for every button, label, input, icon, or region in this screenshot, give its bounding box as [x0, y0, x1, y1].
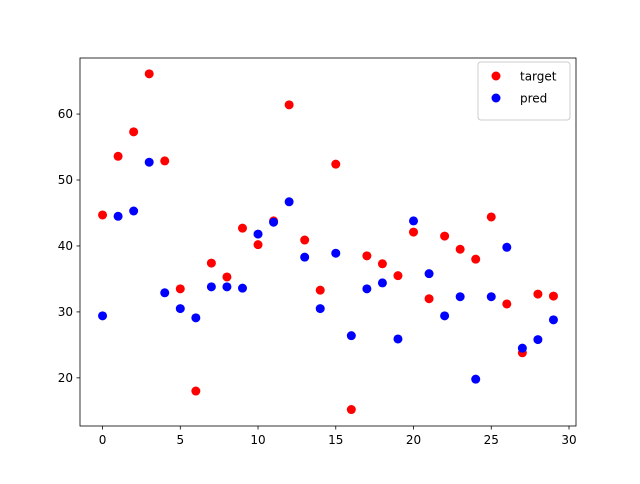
point — [253, 240, 263, 250]
point — [471, 254, 481, 264]
point — [533, 335, 543, 345]
x-tick-label: 30 — [561, 433, 576, 447]
x-tick-label: 20 — [406, 433, 421, 447]
x-tick-label: 0 — [99, 433, 107, 447]
point — [253, 229, 263, 239]
point — [486, 212, 496, 222]
point — [129, 206, 139, 216]
point — [455, 292, 465, 302]
point — [455, 244, 465, 254]
point — [440, 311, 450, 321]
point — [533, 289, 543, 299]
point — [129, 127, 139, 137]
point — [206, 282, 216, 292]
point — [377, 278, 387, 288]
point — [440, 231, 450, 241]
point — [315, 285, 325, 295]
point — [98, 311, 108, 321]
x-tick-label: 15 — [328, 433, 343, 447]
legend-marker — [491, 93, 501, 103]
point — [144, 69, 154, 79]
point — [284, 100, 294, 110]
point — [393, 334, 403, 344]
legend-label: pred — [520, 92, 547, 106]
point — [393, 271, 403, 281]
point — [409, 216, 419, 226]
point — [222, 272, 232, 282]
point — [175, 304, 185, 314]
point — [144, 157, 154, 167]
point — [346, 331, 356, 341]
point — [300, 235, 310, 245]
point — [362, 284, 372, 294]
point — [424, 294, 434, 304]
y-tick-label: 40 — [58, 239, 73, 253]
point — [300, 252, 310, 262]
point — [502, 299, 512, 309]
point — [98, 210, 108, 220]
point — [237, 223, 247, 233]
y-tick-label: 60 — [58, 107, 73, 121]
point — [237, 283, 247, 293]
point — [175, 284, 185, 294]
point — [362, 251, 372, 261]
point — [269, 217, 279, 227]
point — [315, 304, 325, 314]
point — [424, 269, 434, 279]
point — [517, 343, 527, 353]
point — [346, 405, 356, 415]
point — [222, 282, 232, 292]
plot-frame — [79, 57, 577, 427]
point — [409, 227, 419, 237]
point — [548, 291, 558, 301]
point — [331, 159, 341, 169]
legend-marker — [491, 71, 501, 81]
point — [502, 242, 512, 252]
point — [377, 259, 387, 269]
point — [113, 211, 123, 221]
x-tick-label: 25 — [484, 433, 499, 447]
y-tick-label: 50 — [58, 173, 73, 187]
x-tick-label: 10 — [250, 433, 265, 447]
point — [160, 288, 170, 298]
y-tick-label: 20 — [58, 371, 73, 385]
x-tick-label: 5 — [176, 433, 184, 447]
point — [471, 374, 481, 384]
point — [113, 151, 123, 161]
point — [486, 292, 496, 302]
point — [206, 258, 216, 268]
point — [284, 197, 294, 207]
point — [548, 315, 558, 325]
y-tick-label: 30 — [58, 305, 73, 319]
point — [191, 386, 201, 396]
legend-label: target — [520, 70, 557, 84]
point — [160, 156, 170, 166]
point — [191, 313, 201, 323]
legend-box — [477, 61, 571, 121]
point — [331, 248, 341, 258]
